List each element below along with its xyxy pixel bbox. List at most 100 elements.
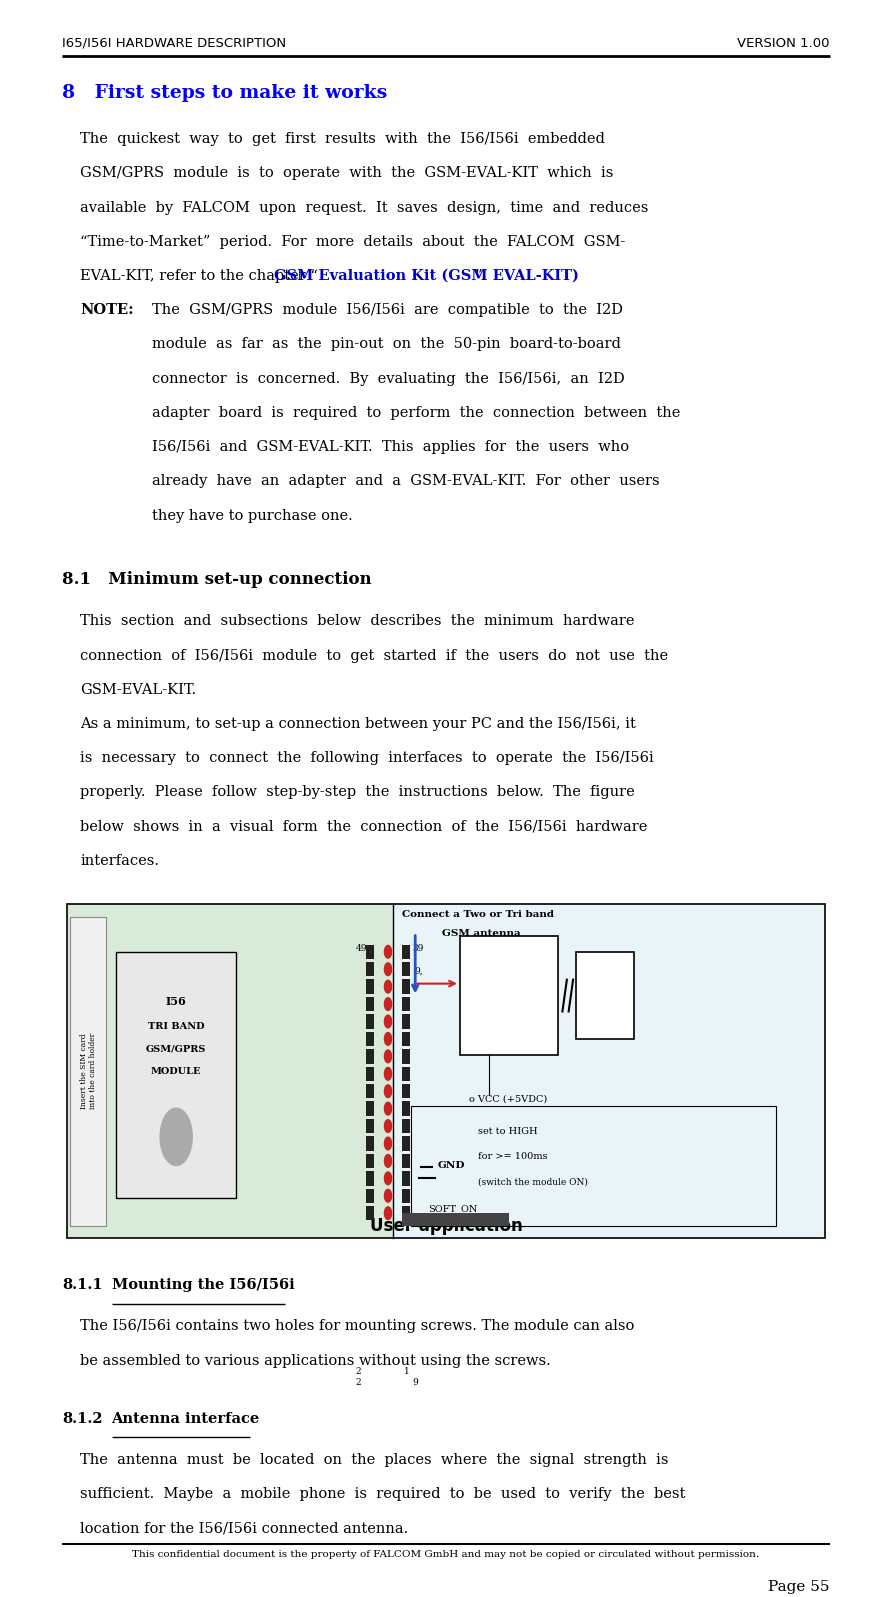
Text: HOST: HOST	[587, 965, 623, 976]
Circle shape	[384, 981, 392, 993]
Text: TRI BAND: TRI BAND	[148, 1022, 204, 1032]
Circle shape	[161, 1108, 193, 1166]
Circle shape	[384, 1119, 392, 1132]
Bar	[367, 1171, 375, 1185]
Bar	[67, 904, 825, 1238]
Text: (switch the module ON): (switch the module ON)	[478, 1179, 588, 1187]
Bar	[402, 1212, 508, 1225]
Text: Page 55: Page 55	[768, 1581, 830, 1594]
Text: EVAL-KIT, refer to the chapter “: EVAL-KIT, refer to the chapter “	[80, 268, 318, 283]
Circle shape	[384, 1049, 392, 1062]
Text: 8   First steps to make it works: 8 First steps to make it works	[62, 85, 388, 102]
Text: location for the I56/I56i connected antenna.: location for the I56/I56i connected ante…	[80, 1522, 409, 1536]
Text: set to HIGH: set to HIGH	[478, 1127, 537, 1135]
Bar	[367, 1119, 375, 1134]
Text: module  as  far  as  the  pin-out  on  the  50-pin  board-to-board: module as far as the pin-out on the 50-p…	[152, 337, 621, 351]
Circle shape	[384, 1067, 392, 1080]
Bar	[70, 917, 106, 1225]
Text: 8.1.1: 8.1.1	[62, 1278, 103, 1292]
Bar	[393, 904, 825, 1238]
Bar	[367, 944, 375, 958]
Text: available  by  FALCOM  upon  request.  It  saves  design,  time  and  reduces: available by FALCOM upon request. It sav…	[80, 201, 648, 214]
Circle shape	[384, 963, 392, 976]
Bar	[367, 1014, 375, 1028]
Text: connection  of  I56/I56i  module  to  get  started  if  the  users  do  not  use: connection of I56/I56i module to get sta…	[80, 648, 668, 663]
Text: 8.1   Minimum set-up connection: 8.1 Minimum set-up connection	[62, 572, 372, 588]
Bar	[460, 936, 558, 1056]
Bar	[402, 961, 410, 976]
Text: already  have  an  adapter  and  a  GSM-EVAL-KIT.  For  other  users: already have an adapter and a GSM-EVAL-K…	[152, 474, 659, 489]
Bar	[367, 1067, 375, 1081]
Text: The  antenna  must  be  located  on  the  places  where  the  signal  strength  : The antenna must be located on the place…	[80, 1453, 669, 1468]
Text: sufficient.  Maybe  a  mobile  phone  is  required  to  be  used  to  verify  th: sufficient. Maybe a mobile phone is requ…	[80, 1487, 686, 1501]
Text: NOTE:: NOTE:	[80, 303, 134, 318]
Circle shape	[384, 1207, 392, 1220]
Text: This confidential document is the property of FALCOM GmbH and may not be copied : This confidential document is the proper…	[132, 1551, 760, 1559]
Text: VERSION 1.00: VERSION 1.00	[737, 37, 830, 50]
Bar	[402, 1102, 410, 1116]
Bar	[402, 1014, 410, 1028]
Bar	[402, 1137, 410, 1151]
Bar	[367, 1049, 375, 1064]
Text: LEVEL: LEVEL	[488, 977, 530, 989]
Circle shape	[384, 1172, 392, 1185]
Bar	[411, 1107, 776, 1225]
Text: below  shows  in  a  visual  form  the  connection  of  the  I56/I56i  hardware: below shows in a visual form the connect…	[80, 819, 648, 834]
Bar	[402, 1067, 410, 1081]
Text: ”.: ”.	[475, 268, 487, 283]
Text: interfaces.: interfaces.	[80, 854, 160, 867]
Text: they have to purchase one.: they have to purchase one.	[152, 508, 352, 522]
Bar	[576, 952, 633, 1040]
Text: adapter  board  is  required  to  perform  the  connection  between  the: adapter board is required to perform the…	[152, 406, 680, 420]
Text: GSM/GPRS: GSM/GPRS	[146, 1044, 206, 1054]
Bar	[116, 952, 236, 1198]
Circle shape	[384, 1033, 392, 1046]
Bar	[367, 1032, 375, 1046]
Text: 8.1.2: 8.1.2	[62, 1412, 103, 1426]
Text: is  necessary  to  connect  the  following  interfaces  to  operate  the  I56/I5: is necessary to connect the following in…	[80, 751, 654, 765]
Text: connector  is  concerned.  By  evaluating  the  I56/I56i,  an  I2D: connector is concerned. By evaluating th…	[152, 372, 624, 385]
Text: o VCC (+5VDC): o VCC (+5VDC)	[469, 1096, 547, 1104]
Bar	[402, 997, 410, 1011]
Text: Antenna interface: Antenna interface	[112, 1412, 260, 1426]
Bar	[402, 1049, 410, 1064]
Text: 9,: 9,	[415, 966, 423, 976]
Bar	[367, 961, 375, 976]
Text: As a minimum, to set-up a connection between your PC and the I56/I56i, it: As a minimum, to set-up a connection bet…	[80, 717, 636, 731]
Text: 9: 9	[413, 1378, 418, 1388]
Text: MODULE: MODULE	[151, 1067, 202, 1076]
Bar	[367, 1102, 375, 1116]
Bar	[402, 1153, 410, 1167]
Circle shape	[384, 998, 392, 1011]
Bar	[402, 1084, 410, 1099]
Text: SOFT_ON: SOFT_ON	[429, 1204, 478, 1214]
Bar	[402, 1188, 410, 1203]
Bar	[402, 1171, 410, 1185]
Text: The  quickest  way  to  get  first  results  with  the  I56/I56i  embedded: The quickest way to get first results wi…	[80, 133, 605, 145]
Text: This  section  and  subsections  below  describes  the  minimum  hardware: This section and subsections below descr…	[80, 615, 635, 628]
Text: The  GSM/GPRS  module  I56/I56i  are  compatible  to  the  I2D: The GSM/GPRS module I56/I56i are compati…	[152, 303, 623, 318]
Text: SHIFTER: SHIFTER	[480, 1006, 538, 1017]
Circle shape	[384, 1137, 392, 1150]
Bar	[367, 1153, 375, 1167]
Text: Connect a Two or Tri band: Connect a Two or Tri band	[402, 910, 554, 920]
Text: Insert the SIM card
into the card holder: Insert the SIM card into the card holder	[79, 1033, 97, 1110]
Text: “Time-to-Market”  period.  For  more  details  about  the  FALCOM  GSM-: “Time-to-Market” period. For more detail…	[80, 235, 625, 249]
Bar	[367, 1188, 375, 1203]
Text: 2: 2	[355, 1378, 361, 1388]
Text: properly.  Please  follow  step-by-step  the  instructions  below.  The  figure: properly. Please follow step-by-step the…	[80, 786, 635, 800]
Bar	[367, 1084, 375, 1099]
Text: GSM/GPRS  module  is  to  operate  with  the  GSM-EVAL-KIT  which  is: GSM/GPRS module is to operate with the G…	[80, 166, 614, 180]
Bar	[367, 1206, 375, 1220]
Bar	[367, 997, 375, 1011]
Text: (PC): (PC)	[593, 993, 616, 1003]
Text: GSM antenna: GSM antenna	[442, 929, 521, 939]
Text: 39: 39	[413, 944, 424, 953]
Bar	[402, 1032, 410, 1046]
Text: 49: 49	[355, 944, 367, 953]
Text: 1: 1	[404, 1367, 409, 1377]
Circle shape	[384, 945, 392, 958]
Text: GSM Evaluation Kit (GSM EVAL-KIT): GSM Evaluation Kit (GSM EVAL-KIT)	[275, 268, 579, 283]
Circle shape	[384, 1155, 392, 1167]
Text: User application: User application	[369, 1217, 523, 1234]
